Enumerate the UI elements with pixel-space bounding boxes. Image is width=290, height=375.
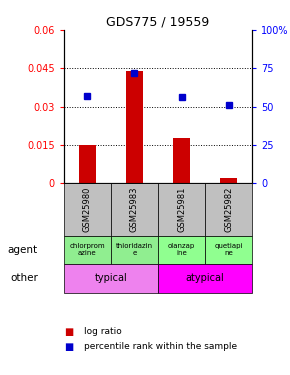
Text: ■: ■ xyxy=(64,327,73,337)
Bar xyxy=(173,138,190,183)
Bar xyxy=(220,178,237,183)
Title: GDS775 / 19559: GDS775 / 19559 xyxy=(106,16,210,29)
Bar xyxy=(126,71,143,183)
Text: other: other xyxy=(10,273,38,283)
Text: GSM25983: GSM25983 xyxy=(130,187,139,232)
Text: GSM25980: GSM25980 xyxy=(83,187,92,232)
Text: GSM25981: GSM25981 xyxy=(177,187,186,232)
Bar xyxy=(79,146,96,183)
Text: quetiapi
ne: quetiapi ne xyxy=(215,243,243,256)
Text: thioridazin
e: thioridazin e xyxy=(116,243,153,256)
Text: agent: agent xyxy=(8,245,38,255)
Text: log ratio: log ratio xyxy=(84,327,122,336)
Text: typical: typical xyxy=(95,273,127,283)
Bar xyxy=(158,236,205,264)
Text: chlorprom
azine: chlorprom azine xyxy=(70,243,105,256)
Bar xyxy=(158,183,205,236)
Bar xyxy=(64,183,111,236)
Bar xyxy=(64,264,158,292)
Text: percentile rank within the sample: percentile rank within the sample xyxy=(84,342,237,351)
Text: olanzap
ine: olanzap ine xyxy=(168,243,195,256)
Text: atypical: atypical xyxy=(186,273,224,283)
Bar xyxy=(111,183,158,236)
Bar xyxy=(64,236,111,264)
Text: GSM25982: GSM25982 xyxy=(224,187,233,232)
Bar xyxy=(205,183,252,236)
Bar xyxy=(158,264,252,292)
Bar xyxy=(205,236,252,264)
Text: ■: ■ xyxy=(64,342,73,352)
Bar xyxy=(111,236,158,264)
